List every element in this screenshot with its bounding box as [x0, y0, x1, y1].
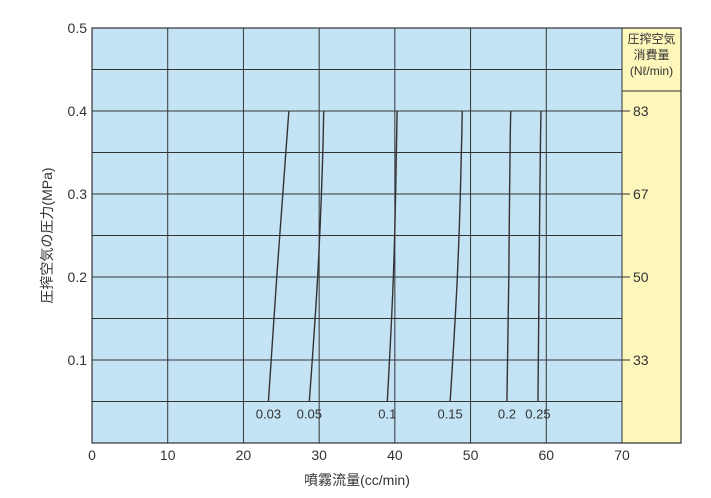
secondary-axis-title-line: 消費量	[633, 47, 669, 62]
x-tick-label: 60	[538, 447, 554, 463]
x-tick-label: 20	[236, 447, 252, 463]
x-tick-label: 0	[88, 447, 96, 463]
series-label-0.25: 0.25	[525, 407, 550, 422]
y-axis-ticks: 0.1 0.2 0.3 0.4 0.5	[68, 20, 88, 368]
y-tick-label: 0.5	[68, 20, 88, 36]
y-tick-label: 0.3	[68, 186, 88, 202]
y-tick-label: 0.1	[68, 352, 88, 368]
series-lines	[267, 110, 542, 402]
secondary-axis-title-line: (Nℓ/min)	[630, 64, 673, 78]
series-label-0.15: 0.15	[437, 407, 462, 422]
series-line-0.03	[267, 110, 290, 402]
air-consumption-panel	[622, 28, 681, 443]
secondary-tick-label: 83	[633, 103, 649, 119]
x-tick-label: 40	[387, 447, 403, 463]
series-line-0.25	[537, 110, 542, 402]
chart-frame	[91, 27, 682, 444]
y-axis-title: 圧搾空気の圧力(MPa)	[39, 167, 55, 303]
series-label-0.03: 0.03	[256, 407, 281, 422]
secondary-axis-ticks: 83 67 50 33	[622, 103, 649, 368]
series-line-0.1	[386, 110, 398, 402]
series-line-0.2	[506, 110, 512, 402]
secondary-axis-title-line: 圧搾空気	[627, 31, 675, 46]
secondary-tick-label: 33	[633, 352, 649, 368]
x-tick-label: 30	[311, 447, 327, 463]
y-tick-label: 0.4	[68, 103, 88, 119]
y-tick-label: 0.2	[68, 269, 88, 285]
series-label-0.2: 0.2	[498, 407, 516, 422]
x-axis-ticks: 0 10 20 30 40 50 60 70	[88, 447, 630, 463]
series-labels: 0.03 0.05 0.1 0.15 0.2 0.25	[256, 407, 551, 422]
x-tick-label: 70	[614, 447, 630, 463]
secondary-tick-label: 67	[633, 186, 649, 202]
series-line-0.05	[308, 110, 325, 402]
x-tick-label: 50	[463, 447, 479, 463]
secondary-tick-label: 50	[633, 269, 649, 285]
grid-lines	[91, 27, 682, 444]
series-label-0.1: 0.1	[378, 407, 396, 422]
series-label-0.05: 0.05	[297, 407, 322, 422]
series-line-0.15	[449, 110, 463, 402]
x-tick-label: 10	[160, 447, 176, 463]
x-axis-title: 噴霧流量(cc/min)	[304, 472, 410, 488]
